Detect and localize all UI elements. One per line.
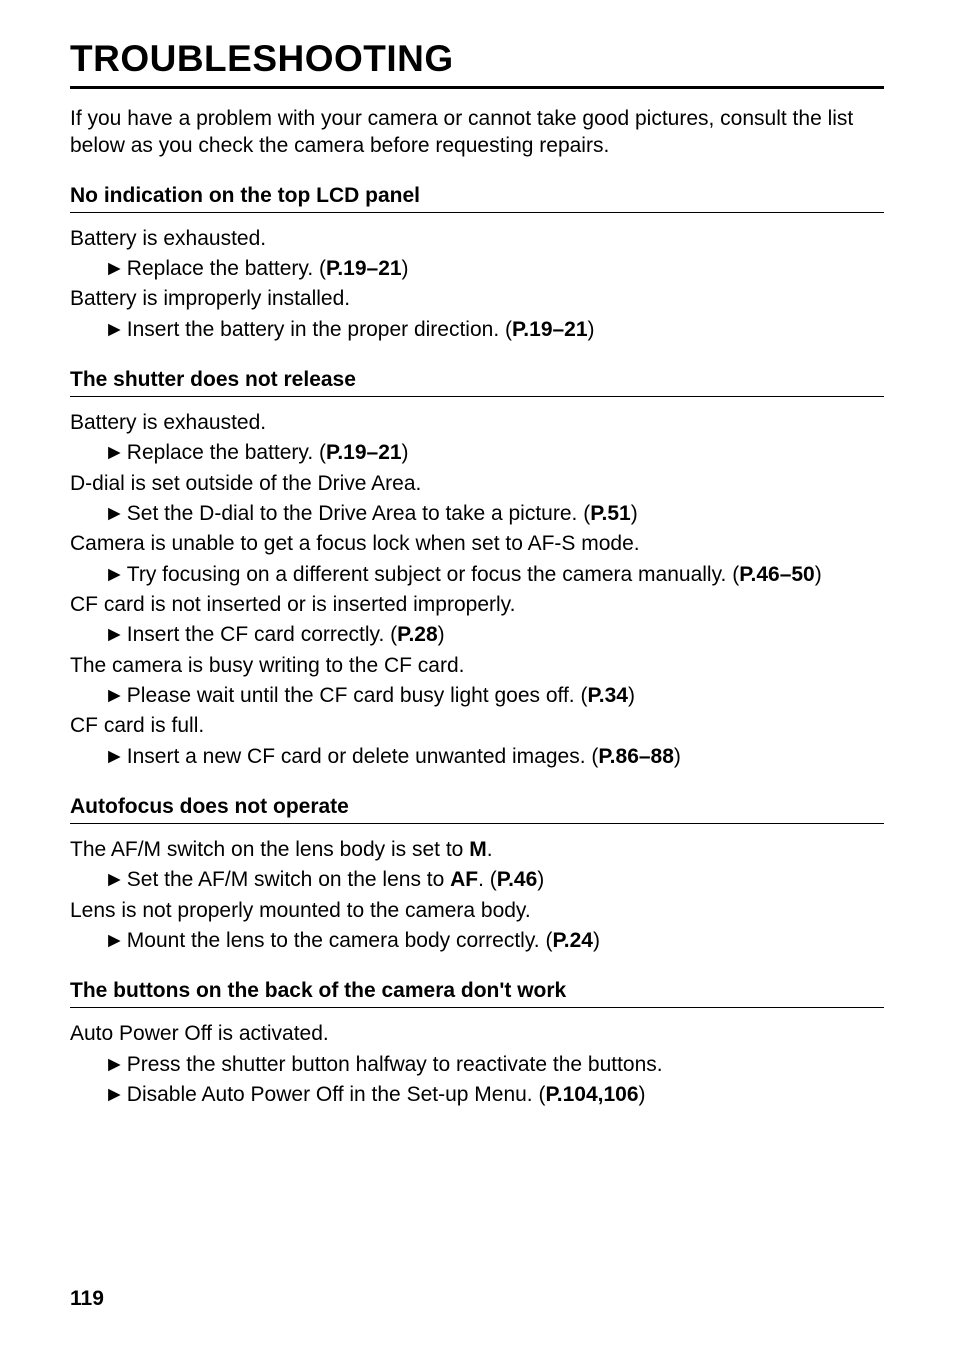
action-post: ) bbox=[631, 502, 638, 525]
cause-text: Lens is not properly mounted to the came… bbox=[70, 897, 884, 925]
cause-text: Battery is exhausted. bbox=[70, 409, 884, 437]
action-text: ►Insert the battery in the proper direct… bbox=[70, 316, 884, 344]
action-post: ) bbox=[537, 868, 544, 891]
page-number: 119 bbox=[70, 1287, 104, 1311]
page-ref: P.19–21 bbox=[326, 441, 402, 464]
action-text: ►Insert a new CF card or delete unwanted… bbox=[70, 743, 884, 771]
intro-text: If you have a problem with your camera o… bbox=[70, 105, 884, 160]
arrow-icon: ► bbox=[104, 500, 125, 528]
action-pre: Set the D-dial to the Drive Area to take… bbox=[127, 502, 590, 525]
action-text: ►Mount the lens to the camera body corre… bbox=[70, 927, 884, 955]
action-pre: Mount the lens to the camera body correc… bbox=[127, 929, 553, 952]
action-pre: Try focusing on a different subject or f… bbox=[127, 563, 739, 586]
action-post: ) bbox=[438, 623, 445, 646]
action-text: ►Set the D-dial to the Drive Area to tak… bbox=[70, 500, 884, 528]
page-title: TROUBLESHOOTING bbox=[70, 38, 884, 89]
action-pre: Replace the battery. ( bbox=[127, 441, 326, 464]
cause-post: . bbox=[487, 838, 493, 861]
cause-text: Battery is exhausted. bbox=[70, 225, 884, 253]
cause-pre: The AF/M switch on the lens body is set … bbox=[70, 838, 469, 861]
arrow-icon: ► bbox=[104, 439, 125, 467]
action-post: ) bbox=[639, 1083, 646, 1106]
page-ref: P.46 bbox=[497, 868, 538, 891]
action-post: ) bbox=[402, 441, 409, 464]
arrow-icon: ► bbox=[104, 621, 125, 649]
section-heading-autofocus: Autofocus does not operate bbox=[70, 795, 884, 824]
action-post: ) bbox=[815, 563, 822, 586]
section-heading-lcd: No indication on the top LCD panel bbox=[70, 184, 884, 213]
action-bold: AF bbox=[450, 868, 478, 891]
action-pre: Please wait until the CF card busy light… bbox=[127, 684, 588, 707]
action-text: ►Try focusing on a different subject or … bbox=[70, 561, 884, 589]
page-ref: P.19–21 bbox=[326, 257, 402, 280]
arrow-icon: ► bbox=[104, 255, 125, 283]
action-text: ►Insert the CF card correctly. (P.28) bbox=[70, 621, 884, 649]
cause-text: Battery is improperly installed. bbox=[70, 285, 884, 313]
arrow-icon: ► bbox=[104, 682, 125, 710]
action-post: ) bbox=[674, 745, 681, 768]
cause-text: CF card is not inserted or is inserted i… bbox=[70, 591, 884, 619]
action-text: ►Press the shutter button halfway to rea… bbox=[70, 1051, 884, 1079]
arrow-icon: ► bbox=[104, 316, 125, 344]
cause-text: Auto Power Off is activated. bbox=[70, 1020, 884, 1048]
page-ref: P.24 bbox=[552, 929, 593, 952]
arrow-icon: ► bbox=[104, 927, 125, 955]
action-post: ) bbox=[402, 257, 409, 280]
action-text: ►Replace the battery. (P.19–21) bbox=[70, 439, 884, 467]
action-pre: Disable Auto Power Off in the Set-up Men… bbox=[127, 1083, 546, 1106]
section-heading-shutter: The shutter does not release bbox=[70, 368, 884, 397]
cause-text: Camera is unable to get a focus lock whe… bbox=[70, 530, 884, 558]
action-text: ►Please wait until the CF card busy ligh… bbox=[70, 682, 884, 710]
section-heading-buttons: The buttons on the back of the camera do… bbox=[70, 979, 884, 1008]
page-ref: P.104,106 bbox=[545, 1083, 638, 1106]
cause-text: The AF/M switch on the lens body is set … bbox=[70, 836, 884, 864]
action-post: ) bbox=[628, 684, 635, 707]
arrow-icon: ► bbox=[104, 1081, 125, 1109]
action-pre: Insert the CF card correctly. ( bbox=[127, 623, 397, 646]
action-mid: . ( bbox=[478, 868, 497, 891]
action-post: ) bbox=[593, 929, 600, 952]
action-pre: Set the AF/M switch on the lens to bbox=[127, 868, 450, 891]
page-ref: P.46–50 bbox=[739, 563, 815, 586]
action-post: ) bbox=[588, 318, 595, 341]
action-pre: Insert the battery in the proper directi… bbox=[127, 318, 512, 341]
cause-text: CF card is full. bbox=[70, 712, 884, 740]
action-content: Press the shutter button halfway to reac… bbox=[127, 1053, 663, 1076]
action-pre: Replace the battery. ( bbox=[127, 257, 326, 280]
action-text: ►Replace the battery. (P.19–21) bbox=[70, 255, 884, 283]
arrow-icon: ► bbox=[104, 561, 125, 589]
action-text: ►Disable Auto Power Off in the Set-up Me… bbox=[70, 1081, 884, 1109]
page-ref: P.51 bbox=[590, 502, 631, 525]
arrow-icon: ► bbox=[104, 866, 125, 894]
arrow-icon: ► bbox=[104, 1051, 125, 1079]
arrow-icon: ► bbox=[104, 743, 125, 771]
page-ref: P.34 bbox=[587, 684, 628, 707]
action-text: ►Set the AF/M switch on the lens to AF. … bbox=[70, 866, 884, 894]
cause-text: D-dial is set outside of the Drive Area. bbox=[70, 470, 884, 498]
action-pre: Insert a new CF card or delete unwanted … bbox=[127, 745, 599, 768]
cause-text: The camera is busy writing to the CF car… bbox=[70, 652, 884, 680]
page-ref: P.28 bbox=[397, 623, 438, 646]
cause-bold: M bbox=[469, 838, 487, 861]
page-ref: P.19–21 bbox=[512, 318, 588, 341]
page-ref: P.86–88 bbox=[598, 745, 674, 768]
